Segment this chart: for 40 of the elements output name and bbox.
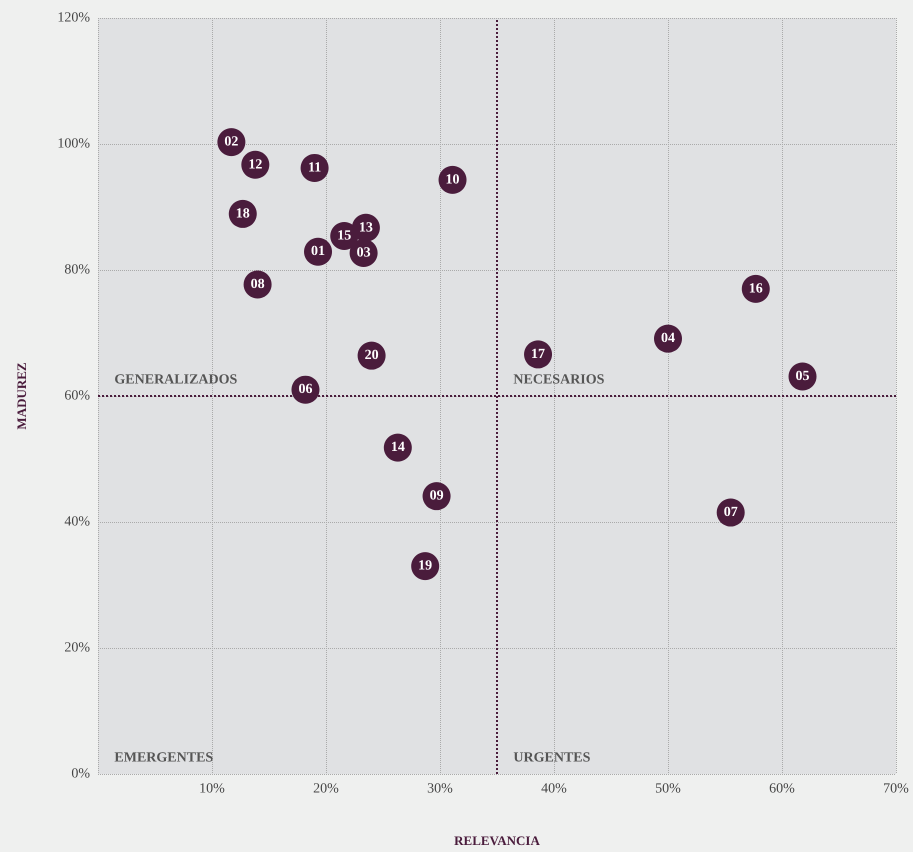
series-label: 18 — [236, 206, 250, 222]
series-label: 14 — [390, 440, 405, 456]
y-tick-label: 60% — [64, 388, 90, 404]
y-tick-label: 80% — [64, 262, 90, 278]
y-tick-label: 100% — [57, 136, 90, 152]
series-label: 06 — [298, 382, 312, 398]
series-label: 01 — [311, 244, 326, 260]
series-label: 15 — [337, 228, 352, 244]
series-label: 16 — [748, 281, 763, 296]
y-tick-label: 120% — [57, 10, 90, 26]
series-label: 04 — [661, 331, 675, 346]
x-tick-label: 10% — [199, 782, 226, 796]
x-tick-label: 60% — [769, 782, 796, 796]
annotation: GENERALIZADOS — [114, 372, 238, 388]
annotation: NECESARIOS — [513, 372, 605, 388]
series-label: 08 — [250, 276, 265, 292]
series-label: 02 — [224, 134, 238, 150]
annotation: EMERGENTES — [114, 750, 214, 766]
series-label: 17 — [531, 346, 546, 362]
series-label: 20 — [364, 348, 379, 364]
series-label: 03 — [356, 245, 371, 260]
x-tick-label: 40% — [541, 782, 568, 796]
y-tick-label: 20% — [64, 640, 90, 656]
x-tick-label: 50% — [655, 782, 682, 796]
series-label: 12 — [248, 157, 262, 172]
series-label: 09 — [430, 488, 444, 504]
series-label: 13 — [358, 220, 373, 236]
y-tick-label: 0% — [71, 766, 90, 782]
annotation: URGENTES — [513, 750, 591, 766]
x-tick-label: 30% — [427, 782, 454, 796]
series-label: 07 — [724, 505, 738, 520]
series-label: 11 — [308, 160, 322, 176]
series-label: 19 — [418, 558, 432, 574]
series-label: 10 — [446, 172, 460, 188]
x-tick-label: 20% — [313, 782, 340, 796]
y-axis-title: MADUREZ — [14, 362, 29, 430]
x-axis-title: RELEVANCIA — [454, 833, 540, 848]
series-label: 05 — [796, 368, 810, 384]
x-tick-label: 70% — [883, 782, 910, 796]
y-tick-label: 40% — [64, 514, 90, 530]
